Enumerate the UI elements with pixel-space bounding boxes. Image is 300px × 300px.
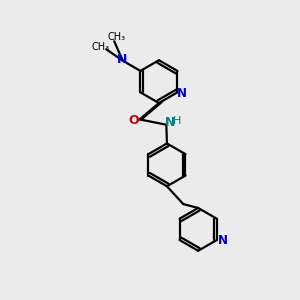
Text: N: N (177, 87, 187, 100)
Text: CH₃: CH₃ (107, 32, 126, 42)
Text: N: N (165, 116, 175, 130)
Text: H: H (173, 116, 182, 126)
Text: N: N (117, 52, 127, 66)
Text: N: N (218, 234, 228, 247)
Text: O: O (128, 114, 139, 128)
Text: CH₃: CH₃ (92, 42, 110, 52)
